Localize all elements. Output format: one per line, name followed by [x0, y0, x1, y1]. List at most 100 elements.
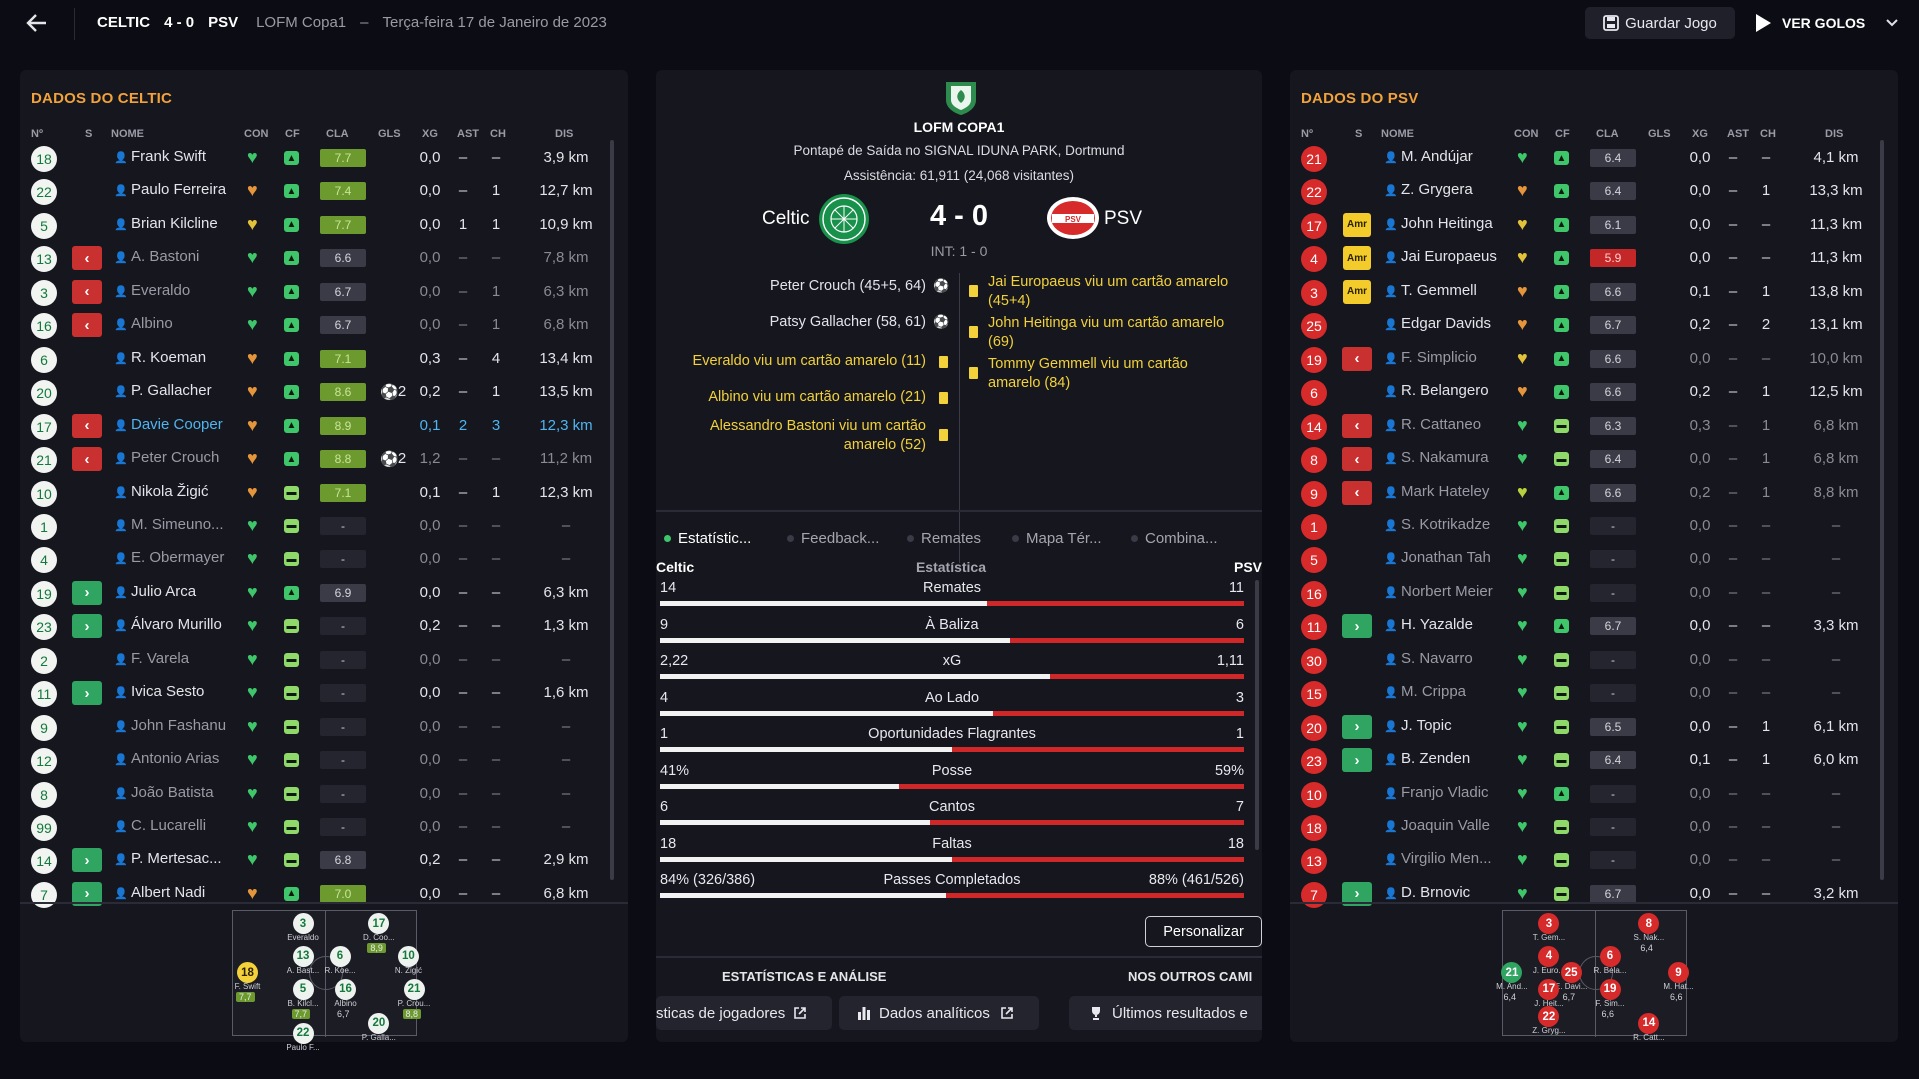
player-row[interactable]: 8 👤 João Batista ♥ ▬ -0,0– – –	[20, 777, 620, 810]
formation-marker[interactable]: 9	[1667, 962, 1689, 984]
formation-marker[interactable]: 5	[292, 978, 314, 1000]
player-name[interactable]: S. Navarro	[1401, 649, 1473, 667]
player-name[interactable]: C. Lucarelli	[131, 817, 207, 834]
player-row[interactable]: 10 👤 Nikola Žigić ♥ ▬ 7.1 0,1– 1 12,3 km	[20, 476, 620, 509]
player-name[interactable]: Álvaro Murillo	[131, 616, 222, 634]
col-condition[interactable]: CON	[244, 128, 269, 140]
col-rating[interactable]: CLA	[326, 128, 349, 140]
formation-marker[interactable]: 8	[1638, 913, 1660, 935]
player-name[interactable]: João Batista	[131, 783, 214, 801]
formation-marker[interactable]: 21	[1501, 962, 1523, 984]
player-row[interactable]: 19 ‹ 👤 F. Simplicio ♥ ▲ 6.6 0,0– –10,0 km	[1290, 342, 1890, 375]
player-row[interactable]: 22 👤 Z. Grygera ♥ ▲ 6.4 0,0– 1 13,3 km	[1290, 174, 1890, 207]
player-name[interactable]: A. Bastoni	[131, 248, 200, 266]
player-row[interactable]: 4 Amr 👤 Jai Europaeus ♥ ▲ 5.9 0,0– –11,3 km	[1290, 241, 1890, 274]
celtic-crest-icon[interactable]	[818, 193, 870, 245]
player-name[interactable]: H. Yazalde	[1401, 616, 1473, 634]
latest-results-button[interactable]: Últimos resultados e	[1069, 996, 1262, 1030]
player-row[interactable]: 20 👤 P. Gallacher ♥ ▲ 8.6 ⚽ 2 0,2– 1 13,5 km	[20, 375, 620, 408]
formation-marker[interactable]: 14	[1638, 1012, 1660, 1034]
scrollbar[interactable]	[1880, 140, 1884, 880]
player-row[interactable]: 6 👤 R. Koeman ♥ ▲ 7.1 0,3– 4 13,4 km	[20, 342, 620, 375]
col-assists[interactable]: AST	[457, 128, 479, 140]
player-name[interactable]: Albert Nadi	[131, 883, 206, 901]
player-name[interactable]: Peter Crouch	[131, 449, 220, 467]
tab-3[interactable]: Mapa Tér...	[1012, 530, 1102, 547]
player-row[interactable]: 16 ‹ 👤 Albino ♥ ▲ 6.7 0,0– 1 6,8 km	[20, 308, 620, 341]
player-row[interactable]: 6 👤 R. Belangero ♥ ▲ 6.6 0,2– 1 12,5 km	[1290, 375, 1890, 408]
col-name[interactable]: NOME	[1381, 128, 1414, 140]
formation-marker[interactable]: 3	[1538, 913, 1560, 935]
player-name[interactable]: Norbert Meier	[1401, 582, 1493, 600]
player-row[interactable]: 9 👤 John Fashanu ♥ ▬ -0,0– – –	[20, 710, 620, 743]
player-name[interactable]: R. Belangero	[1401, 382, 1489, 400]
tab-1[interactable]: Feedback...	[787, 530, 879, 547]
player-name[interactable]: Franjo Vladic	[1401, 783, 1489, 801]
player-row[interactable]: 8 ‹ 👤 S. Nakamura ♥ ▬ 6.4 0,0– 1 6,8 km	[1290, 442, 1890, 475]
player-name[interactable]: M. Simeuno...	[131, 515, 224, 533]
player-name[interactable]: B. Zenden	[1401, 750, 1471, 768]
col-number[interactable]: Nº	[1301, 128, 1313, 140]
col-chances[interactable]: CH	[1760, 128, 1776, 140]
player-row[interactable]: 14 ‹ 👤 R. Cattaneo ♥ ▬ 6.3 0,3– 1 6,8 km	[1290, 409, 1890, 442]
player-row[interactable]: 23 › 👤 Álvaro Murillo ♥ ▬ -0,2– –1,3 km	[20, 609, 620, 642]
player-name[interactable]: E. Obermayer	[131, 549, 225, 567]
player-row[interactable]: 5 👤 Brian Kilcline ♥ ▲ 7.7 0,0 1 1 10,9 km	[20, 208, 620, 241]
player-name[interactable]: Virgilio Men...	[1401, 850, 1492, 868]
player-row[interactable]: 4 👤 E. Obermayer ♥ ▬ -0,0– – –	[20, 542, 620, 575]
player-name[interactable]: Ivica Sesto	[131, 683, 205, 701]
col-sub[interactable]: S	[1355, 128, 1363, 140]
player-row[interactable]: 18 👤 Frank Swift ♥ ▲ 7.7 0,0– –3,9 km	[20, 141, 620, 174]
player-name[interactable]: Paulo Ferreira	[131, 181, 227, 199]
player-row[interactable]: 13 ‹ 👤 A. Bastoni ♥ ▲ 6.6 0,0– –7,8 km	[20, 241, 620, 274]
player-name[interactable]: D. Brnovic	[1401, 883, 1471, 901]
player-name[interactable]: Brian Kilcline	[131, 214, 218, 232]
formation-marker[interactable]: 17	[368, 913, 390, 935]
player-row[interactable]: 9 ‹ 👤 Mark Hateley ♥ ▲ 6.6 0,2– 1 8,8 km	[1290, 476, 1890, 509]
formation-marker[interactable]: 25	[1560, 962, 1582, 984]
player-row[interactable]: 13 👤 Virgilio Men... ♥ ▬ -0,0– – –	[1290, 843, 1890, 876]
player-stats-button[interactable]: sticas de jogadores	[656, 996, 832, 1030]
col-distance[interactable]: DIS	[1825, 128, 1844, 140]
col-goals[interactable]: GLS	[1648, 128, 1671, 140]
player-row[interactable]: 17 ‹ 👤 Davie Cooper ♥ ▲ 8.9 0,1 2 3 12,3 km	[20, 409, 620, 442]
player-row[interactable]: 11 › 👤 H. Yazalde ♥ ▲ 6.7 0,0– –3,3 km	[1290, 609, 1890, 642]
player-name[interactable]: Antonio Arias	[131, 750, 220, 768]
player-name[interactable]: Edgar Davids	[1401, 315, 1492, 333]
player-row[interactable]: 30 👤 S. Navarro ♥ ▬ -0,0– – –	[1290, 643, 1890, 676]
formation-marker[interactable]: 4	[1538, 945, 1560, 967]
col-fitness[interactable]: CF	[285, 128, 300, 140]
player-row[interactable]: 21 👤 M. Andújar ♥ ▲ 6.4 0,0– –4,1 km	[1290, 141, 1890, 174]
player-row[interactable]: 2 👤 F. Varela ♥ ▬ -0,0– – –	[20, 643, 620, 676]
player-name[interactable]: Z. Grygera	[1401, 181, 1473, 199]
player-row[interactable]: 10 👤 Franjo Vladic ♥ ▲ -0,0– – –	[1290, 777, 1890, 810]
col-sub[interactable]: S	[85, 128, 93, 140]
formation-marker[interactable]: 10	[397, 945, 419, 967]
player-row[interactable]: 19 › 👤 Julio Arca ♥ ▲ 6.9 0,0– –6,3 km	[20, 576, 620, 609]
formation-marker[interactable]: 13	[292, 945, 314, 967]
psv-crest-icon[interactable]: PSV	[1046, 195, 1100, 241]
player-name[interactable]: S. Nakamura	[1401, 449, 1489, 467]
player-name[interactable]: Joaquin Valle	[1401, 817, 1490, 834]
scrollbar[interactable]	[1255, 580, 1259, 850]
chevron-down-icon[interactable]	[1885, 18, 1899, 28]
formation-marker[interactable]: 6	[1599, 945, 1621, 967]
customize-button[interactable]: Personalizar	[1145, 916, 1262, 947]
player-row[interactable]: 25 👤 Edgar Davids ♥ ▲ 6.7 0,2– 2 13,1 km	[1290, 308, 1890, 341]
player-name[interactable]: Everaldo	[131, 281, 191, 299]
player-row[interactable]: 23 › 👤 B. Zenden ♥ ▬ 6.4 0,1– 1 6,0 km	[1290, 743, 1890, 776]
col-xg[interactable]: XG	[1692, 128, 1708, 140]
col-fitness[interactable]: CF	[1555, 128, 1570, 140]
col-name[interactable]: NOME	[111, 128, 144, 140]
formation-marker[interactable]: 22	[292, 1022, 314, 1044]
player-row[interactable]: 12 👤 Antonio Arias ♥ ▬ -0,0– – –	[20, 743, 620, 776]
formation-marker[interactable]: 19	[1599, 978, 1621, 1000]
formation-marker[interactable]: 20	[368, 1012, 390, 1034]
player-name[interactable]: J. Topic	[1401, 716, 1452, 734]
save-game-button[interactable]: Guardar Jogo	[1585, 7, 1735, 39]
player-row[interactable]: 7 › 👤 D. Brnovic ♥ ▬ 6.7 0,0– –3,2 km	[1290, 877, 1890, 910]
formation-marker[interactable]: 21	[403, 978, 425, 1000]
col-condition[interactable]: CON	[1514, 128, 1539, 140]
player-name[interactable]: Albino	[131, 315, 173, 333]
col-xg[interactable]: XG	[422, 128, 438, 140]
